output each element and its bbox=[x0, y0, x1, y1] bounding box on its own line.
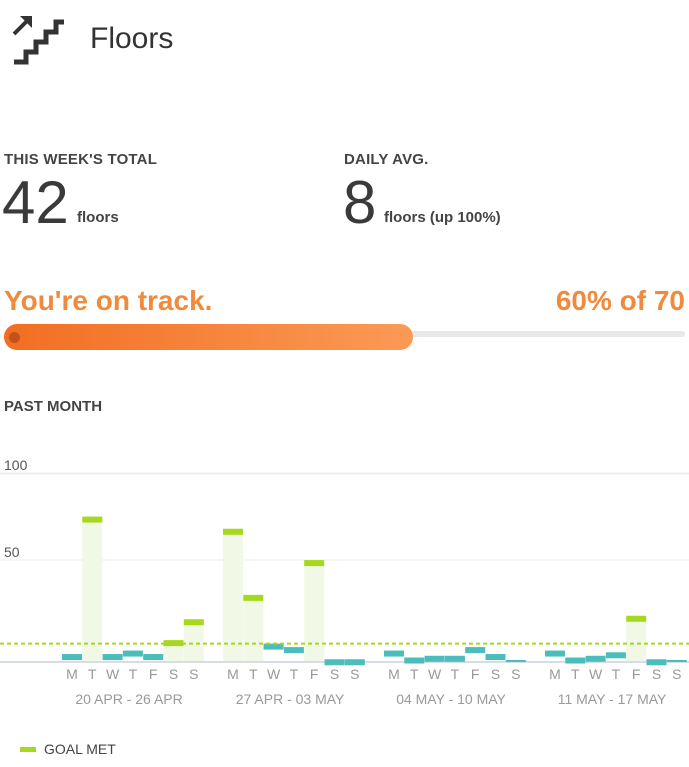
chart-bar-cap bbox=[667, 660, 687, 662]
day-label: T bbox=[249, 666, 258, 682]
page-header: Floors bbox=[12, 4, 173, 74]
chart-bar-cap bbox=[586, 656, 606, 662]
progress-percent: 60% of 70 bbox=[556, 285, 685, 317]
daily-avg-label: DAILY AVG. bbox=[344, 151, 429, 168]
day-label: T bbox=[451, 666, 460, 682]
day-label: S bbox=[491, 666, 500, 682]
chart-bar-cap bbox=[545, 651, 565, 657]
chart-bar-cap bbox=[123, 651, 143, 657]
week-label: 04 MAY - 10 MAY bbox=[396, 691, 506, 707]
day-label: S bbox=[350, 666, 359, 682]
chart-bar bbox=[626, 616, 646, 661]
day-label: T bbox=[612, 666, 621, 682]
chart-bar-cap bbox=[304, 560, 324, 566]
day-label: S bbox=[330, 666, 339, 682]
day-label: T bbox=[410, 666, 419, 682]
chart-bar-cap bbox=[465, 647, 485, 653]
chart-bar bbox=[243, 595, 263, 661]
chart-bar-cap bbox=[486, 654, 506, 660]
chart-bar-cap bbox=[384, 651, 404, 657]
week-label: 27 APR - 03 MAY bbox=[236, 691, 345, 707]
day-label: M bbox=[549, 666, 561, 682]
day-label: W bbox=[428, 666, 442, 682]
chart-bar bbox=[184, 619, 204, 661]
chart-bar-cap bbox=[62, 654, 82, 660]
chart-bar-cap bbox=[184, 619, 204, 625]
daily-avg-value: 8 bbox=[343, 173, 376, 233]
chart-bar-cap bbox=[164, 640, 184, 646]
day-label: W bbox=[267, 666, 281, 682]
chart-bar-cap bbox=[345, 659, 365, 665]
day-label: F bbox=[471, 666, 480, 682]
day-label: S bbox=[511, 666, 520, 682]
week-label: 11 MAY - 17 MAY bbox=[558, 691, 667, 707]
chart-bar-cap bbox=[243, 595, 263, 601]
chart-bar-cap bbox=[445, 656, 465, 662]
chart-bar bbox=[304, 560, 324, 661]
day-label: M bbox=[66, 666, 78, 682]
chart-bar-cap bbox=[404, 658, 424, 664]
chart-bar-cap bbox=[606, 652, 626, 658]
progress-status: You're on track. bbox=[4, 285, 212, 317]
y-tick-label: 50 bbox=[4, 544, 20, 560]
chart-bar bbox=[223, 529, 243, 661]
chart-legend: GOAL MET bbox=[20, 741, 116, 757]
day-label: M bbox=[388, 666, 400, 682]
section-label-past-month: PAST MONTH bbox=[4, 398, 102, 415]
chart-bar bbox=[82, 517, 102, 661]
day-label: S bbox=[189, 666, 198, 682]
y-tick-label: 100 bbox=[4, 460, 28, 473]
day-label: F bbox=[310, 666, 319, 682]
week-total-value: 42 bbox=[2, 173, 69, 233]
stairs-icon bbox=[12, 12, 66, 66]
week-total-unit: floors bbox=[77, 209, 119, 226]
day-label: T bbox=[290, 666, 299, 682]
day-label: F bbox=[632, 666, 641, 682]
chart-bar-cap bbox=[647, 659, 667, 665]
legend-goal-met-swatch bbox=[20, 747, 36, 752]
day-label: W bbox=[106, 666, 120, 682]
day-label: S bbox=[169, 666, 178, 682]
day-label: T bbox=[88, 666, 97, 682]
day-label: F bbox=[149, 666, 158, 682]
chart-bar-cap bbox=[425, 656, 445, 662]
day-label: S bbox=[652, 666, 661, 682]
page-title: Floors bbox=[90, 22, 173, 56]
chart-bar-cap bbox=[325, 659, 345, 665]
chart-bar-cap bbox=[626, 616, 646, 622]
chart-bar-cap bbox=[506, 660, 526, 662]
chart-bar-cap bbox=[103, 654, 123, 660]
day-label: S bbox=[672, 666, 681, 682]
week-label: 20 APR - 26 APR bbox=[75, 691, 182, 707]
day-label: T bbox=[571, 666, 580, 682]
chart-bar-cap bbox=[82, 517, 102, 523]
progress-fill bbox=[4, 324, 413, 350]
chart-bar-cap bbox=[143, 654, 163, 660]
day-label: M bbox=[227, 666, 239, 682]
day-label: T bbox=[129, 666, 138, 682]
chart-bar-cap bbox=[223, 529, 243, 535]
progress-marker bbox=[9, 332, 20, 343]
daily-avg-unit: floors (up 100%) bbox=[384, 209, 501, 226]
chart-bar-cap bbox=[565, 658, 585, 664]
day-label: W bbox=[589, 666, 603, 682]
week-total-label: THIS WEEK'S TOTAL bbox=[4, 151, 157, 168]
legend-goal-met-label: GOAL MET bbox=[44, 741, 116, 757]
chart-bar-cap bbox=[284, 647, 304, 653]
